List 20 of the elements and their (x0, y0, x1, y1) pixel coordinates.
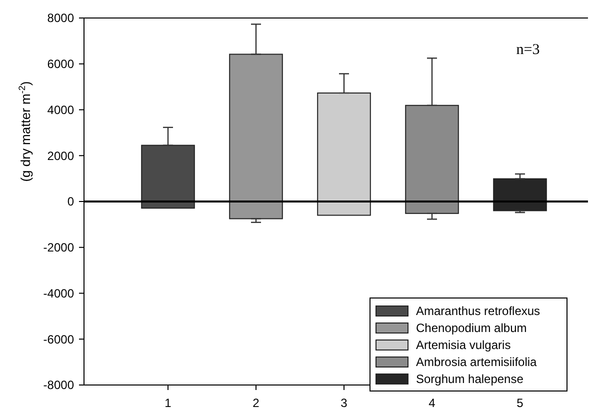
x-tick-label: 1 (164, 396, 172, 410)
y-tick-label: -8000 (43, 378, 74, 392)
y-tick-label: 8000 (47, 11, 74, 26)
y-tick-label: -2000 (43, 240, 74, 255)
y-tick-label: -6000 (43, 332, 74, 346)
legend-label: Ambrosia artemisiifolia (416, 355, 538, 370)
y-tick-label: 2000 (47, 148, 74, 163)
legend-label: Chenopodium album (416, 321, 527, 336)
legend-label: Artemisia vulgaris (416, 338, 511, 352)
legend-label: Amaranthus retroflexus (416, 304, 540, 318)
y-tick-label: 0 (67, 194, 74, 209)
y-tick-label: 4000 (47, 102, 74, 117)
x-tick-label: 2 (252, 396, 260, 410)
x-tick-label: 5 (516, 396, 524, 410)
y-tick-label: 6000 (47, 57, 74, 72)
annotation: n=3 (516, 42, 540, 58)
y-tick-label: -4000 (43, 286, 74, 300)
legend-label: Sorghum halepense (416, 372, 524, 386)
x-tick-label: 4 (428, 396, 436, 410)
x-tick-label: 3 (340, 396, 348, 410)
